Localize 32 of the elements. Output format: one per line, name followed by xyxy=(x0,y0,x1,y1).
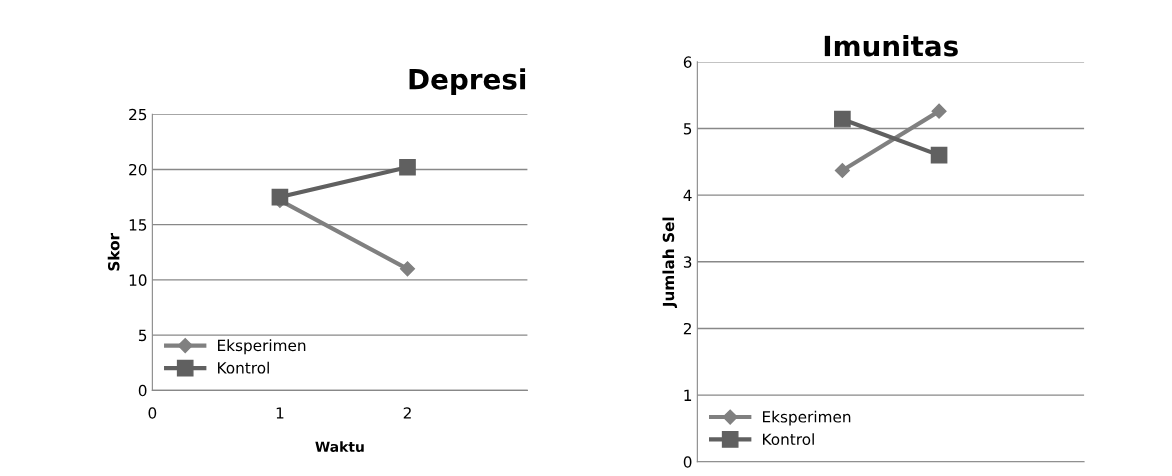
y-tick-label: 15 xyxy=(129,219,147,231)
chart-title: Depresi xyxy=(409,68,526,96)
point xyxy=(834,162,850,179)
legend-label: Kontrol xyxy=(218,361,269,374)
x-tick-label: 2 xyxy=(403,407,411,419)
y-tick-label: 5 xyxy=(683,123,692,135)
chart-title: Imunitas xyxy=(824,35,958,57)
point xyxy=(834,110,851,128)
legend-label: Eksperimen xyxy=(763,410,851,426)
point xyxy=(399,261,416,277)
point xyxy=(271,188,289,206)
legend-label: Kontrol xyxy=(763,433,814,446)
y-tick-label: 2 xyxy=(683,322,691,335)
y-tick-label: 4 xyxy=(683,189,692,201)
legend-label: Eksperimen xyxy=(218,339,306,355)
y-tick-label: 20 xyxy=(129,163,147,176)
y-tick-label: 6 xyxy=(683,56,692,68)
y-tick-label: 0 xyxy=(683,456,692,468)
point xyxy=(399,158,416,176)
x-tick-label: 0 xyxy=(148,407,157,419)
y-axis-title: Jumlah Sel xyxy=(662,217,678,309)
y-tick-label: 5 xyxy=(138,329,147,342)
y-axis-title: Skor xyxy=(107,232,120,271)
y-tick-label: 10 xyxy=(129,274,147,286)
y-tick-label: 0 xyxy=(138,384,147,397)
point xyxy=(930,146,948,164)
y-tick-label: 3 xyxy=(683,256,692,268)
y-tick-label: 1 xyxy=(684,389,692,401)
x-tick-label: 1 xyxy=(276,407,284,419)
y-tick-label: 25 xyxy=(129,108,147,121)
point xyxy=(931,103,947,119)
x-axis-title: Waktu xyxy=(315,441,364,452)
